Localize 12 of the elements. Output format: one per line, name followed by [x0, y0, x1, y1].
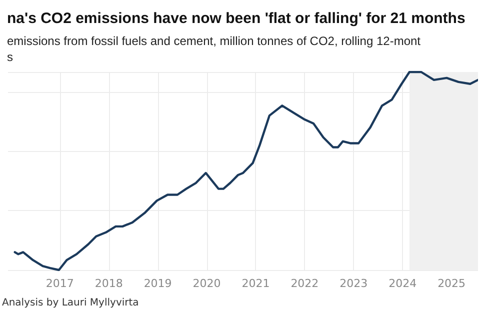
x-tick-label: 2019 [144, 277, 172, 290]
x-tick-label: 2022 [290, 277, 319, 290]
text: Analysis by Lauri Myllyvirta [2, 298, 139, 308]
x-tick-label: 2021 [242, 277, 270, 290]
x-tick-label: 2018 [94, 277, 123, 290]
x-tick-label: 2023 [340, 277, 368, 290]
chart-subtitle: emissions from fossil fuels and cement, million tonnes of CO2, rolling 12-mont s [7, 34, 422, 64]
x-tick-label: 2024 [388, 277, 417, 290]
chart-title: na's CO2 emissions have now been 'flat or falling' for 21 months [7, 10, 466, 27]
x-tick-label: 2020 [192, 277, 221, 290]
x-tick-label: 2025 [438, 277, 466, 290]
x-tick-label: 2017 [46, 277, 74, 290]
